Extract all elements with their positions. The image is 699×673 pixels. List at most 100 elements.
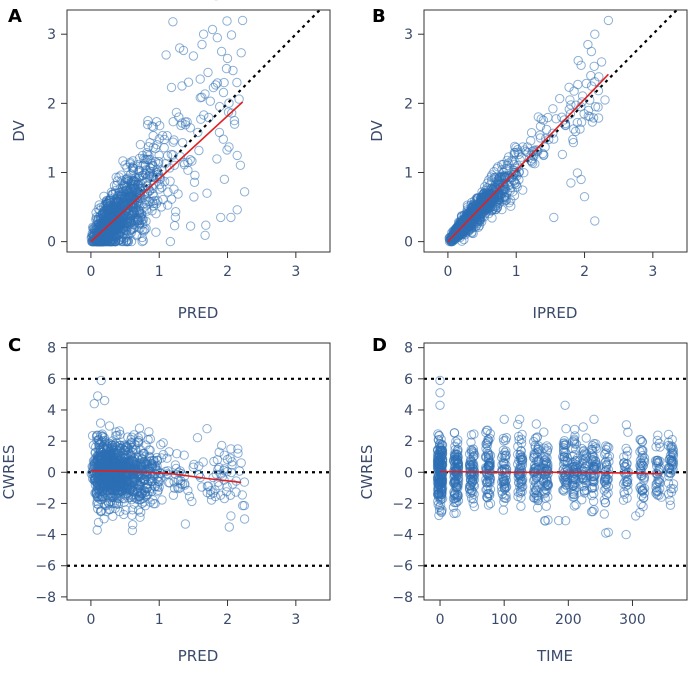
scatter-point: [133, 494, 143, 505]
scatter-point: [97, 431, 108, 442]
scatter-point: [573, 55, 583, 66]
scatter-point: [449, 508, 459, 519]
scatter-point: [578, 422, 588, 432]
scatter-point: [136, 507, 146, 517]
scatter-point: [517, 429, 527, 440]
scatter-point: [631, 511, 641, 521]
scatter-point: [168, 17, 178, 27]
scatter-point: [542, 465, 553, 476]
scatter-point: [148, 189, 158, 199]
y-tick-label: 6: [404, 372, 413, 388]
scatter-point: [540, 142, 550, 152]
scatter-point: [464, 484, 475, 495]
scatter-point: [235, 160, 246, 171]
scatter-point: [449, 487, 459, 497]
scatter-point: [185, 155, 195, 165]
scatter-point: [147, 476, 158, 487]
scatter-points-c: [86, 375, 250, 536]
scatter-point: [125, 216, 136, 227]
scatter-point: [435, 375, 445, 386]
scatter-point: [603, 15, 614, 26]
scatter-point: [572, 168, 583, 178]
scatter-point: [621, 462, 631, 472]
scatter-point: [603, 488, 613, 498]
scatter-point: [509, 169, 519, 180]
scatter-point: [134, 423, 145, 433]
scatter-point: [531, 485, 542, 495]
scatter-point: [529, 487, 539, 497]
scatter-point: [106, 235, 116, 245]
scatter-point: [453, 435, 463, 445]
y-tick-label: 6: [47, 372, 56, 388]
scatter-point: [148, 495, 158, 505]
scatter-point: [541, 501, 551, 511]
scatter-point: [485, 484, 496, 495]
scatter-point: [502, 164, 512, 175]
x-tick-label: 1: [155, 264, 164, 280]
y-tick-label: 2: [47, 96, 56, 112]
scatter-point: [168, 150, 178, 160]
scatter-point: [159, 134, 170, 145]
scatter-point: [638, 446, 648, 456]
scatter-point: [535, 130, 545, 140]
scatter-point: [105, 449, 116, 459]
scatter-point: [565, 95, 575, 105]
scatter-point: [157, 495, 167, 505]
scatter-point: [127, 197, 138, 207]
scatter-point: [465, 459, 475, 469]
scatter-point: [94, 485, 104, 495]
scatter-point: [589, 61, 599, 72]
scatter-point: [115, 506, 125, 517]
scatter-point: [132, 452, 142, 462]
scatter-point: [541, 452, 551, 462]
x-axis-ticks-d: 0 100 200 300: [436, 600, 646, 628]
x-axis-label-c: PRED: [178, 647, 219, 665]
scatter-point: [99, 395, 110, 406]
scatter-point: [226, 212, 236, 223]
y-tick-label: 3: [404, 27, 413, 43]
scatter-point: [216, 46, 227, 57]
scatter-point: [527, 156, 537, 167]
scatter-point: [169, 135, 179, 145]
scatter-point: [501, 450, 511, 460]
scatter-point: [513, 487, 523, 497]
scatter-point: [484, 209, 494, 219]
scatter-point: [466, 430, 477, 440]
scatter-point: [183, 165, 193, 175]
scatter-point: [179, 450, 189, 460]
y-tick-label: 2: [404, 96, 413, 112]
scatter-point: [518, 185, 528, 195]
scatter-point: [93, 455, 103, 466]
trend-line-b: [447, 73, 609, 243]
scatter-point: [570, 126, 581, 137]
scatter-point: [169, 160, 180, 171]
scatter-point: [224, 522, 235, 532]
scatter-point: [117, 464, 127, 474]
scatter-point: [655, 442, 665, 452]
y-tick-label: −8: [392, 590, 413, 606]
scatter-point: [130, 475, 141, 486]
scatter-point: [558, 474, 569, 484]
scatter-point: [139, 485, 149, 496]
y-tick-label: −2: [35, 496, 56, 512]
scatter-point: [433, 429, 443, 439]
scatter-point: [466, 437, 476, 447]
scatter-point: [501, 460, 511, 470]
scatter-point: [593, 113, 604, 123]
scatter-point: [190, 170, 200, 181]
scatter-point: [153, 476, 163, 486]
scatter-point: [216, 212, 226, 223]
x-tick-label: 0: [86, 612, 95, 628]
scatter-point: [559, 436, 570, 446]
scatter-point: [513, 491, 523, 502]
scatter-point: [151, 227, 161, 237]
scatter-point: [100, 437, 110, 448]
scatter-point: [539, 427, 549, 437]
scatter-point: [533, 112, 543, 122]
scatter-point: [154, 482, 164, 492]
scatter-point: [224, 142, 234, 152]
scatter-point: [236, 458, 246, 468]
scatter-point: [482, 492, 492, 503]
scatter-point: [638, 492, 649, 503]
scatter-point: [653, 430, 663, 440]
